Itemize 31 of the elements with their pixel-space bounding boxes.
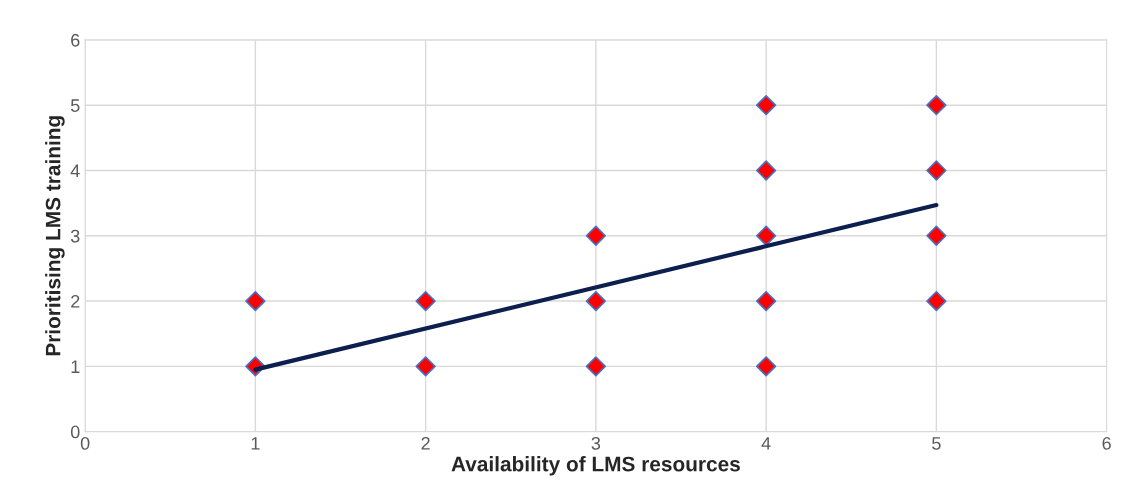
point [755, 356, 777, 377]
point [926, 290, 947, 312]
y-tick-label: 0 [70, 425, 80, 439]
x-tick-label: 3 [591, 436, 601, 450]
point [926, 225, 947, 246]
x-tick-label: 1 [251, 437, 260, 450]
y-axis-title: Prioritising LMS training [45, 116, 65, 356]
point [585, 290, 607, 312]
y-tick-label: 5 [70, 99, 80, 112]
point [755, 225, 777, 246]
point [755, 160, 777, 181]
point [926, 95, 947, 116]
y-tick-label: 4 [70, 164, 80, 178]
y-tick-label: 6 [71, 33, 80, 47]
point [415, 356, 436, 377]
point [585, 225, 607, 246]
x-axis-title: Availability of LMS resources [451, 456, 740, 476]
point [415, 290, 436, 312]
y-tick-label: 2 [71, 295, 80, 308]
x-tick-label: 4 [761, 437, 771, 450]
point [755, 95, 777, 116]
y-tick-label: 3 [70, 229, 80, 243]
point [585, 356, 607, 377]
x-tick-label: 6 [1102, 436, 1111, 450]
point [245, 290, 266, 312]
x-tick-label: 5 [932, 437, 941, 450]
point [755, 290, 777, 312]
y-tick-label: 1 [71, 360, 80, 373]
point [926, 160, 947, 181]
x-tick-label: 0 [80, 436, 90, 450]
x-tick-label: 2 [421, 436, 430, 450]
